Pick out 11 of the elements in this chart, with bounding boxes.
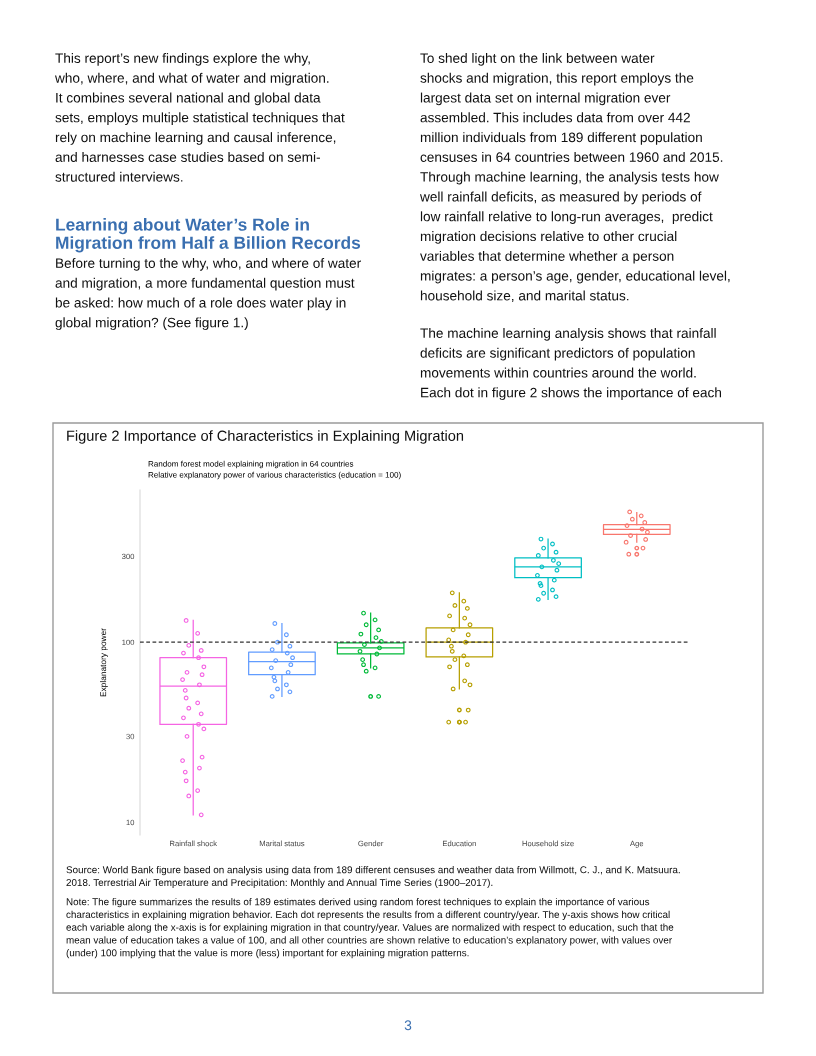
text: Note: The figure summarizes the results of 189 estimates derived using random forest techniques to explain the importance of various characteristics in explaining migration behavior. Each dot represents the results from a different country/year. The y-axis shows how critical each variable along the x-axis is for explaining migration in that country/year. Values are normalized with respect to education, such that the mean value of education takes a value of 100, and all other countries are shown relative to education’s explanatory power, with values over (under) 100 implying that the value is more (less) important for explaining migration patterns.	[66, 898, 674, 959]
text: Before turning to the why, who, and where of water and migration, a more fundamental question must be asked: how much of a role does water play in global migration? (See figure 1.)	[55, 258, 361, 331]
chart-title: Figure 2 Importance of Characteristics in Explaining Migration	[67, 430, 464, 444]
chart-subtitle: Random forest model explaining migration in 64 countries Relative explanatory power of various characteristics (education = 100)	[148, 460, 401, 480]
text: Learning about Water’s Role in Migration from Half a Billion Records	[56, 218, 361, 253]
source-note: Source: World Bank figure based on analysis using data from 189 different censuses and weather data from Willmott, C. J., and K. Matsuura. 2018. Terrestrial Air Temperature and Precipitation: Monthly and Annual Time Series (1900–2017).	[66, 866, 680, 888]
text: 3	[404, 1020, 412, 1031]
text: The machine learning analysis shows that rainfall deficits are significant predictors of population movements within countries around the world. Each dot in figure 2 shows the importance of each	[420, 328, 722, 401]
y-axis-title: Explanatory power	[100, 628, 108, 697]
text: To shed light on the link between water shocks and migration, this report employs the largest data set on internal migration ever assembled. This includes data from over 442 million individuals from 189 different population censuses in 64 countries between 1960 and 2015. Through machine learning, the analysis tests how well rainfall deficits, as measured by periods of low rainfall relative to long-run averages, predict migration decisions relative to other crucial variables that determine whether a person migrates: a person’s age, gender, educational level, household size, and marital status.	[419, 53, 730, 303]
text: This report’s new findings explore the why, who, where, and what of water and migration. It combines several national and global data sets, employs multiple statistical techniques that rely on machine learning and causal inference, and harnesses case studies based on semi- structured interviews.	[54, 53, 345, 182]
